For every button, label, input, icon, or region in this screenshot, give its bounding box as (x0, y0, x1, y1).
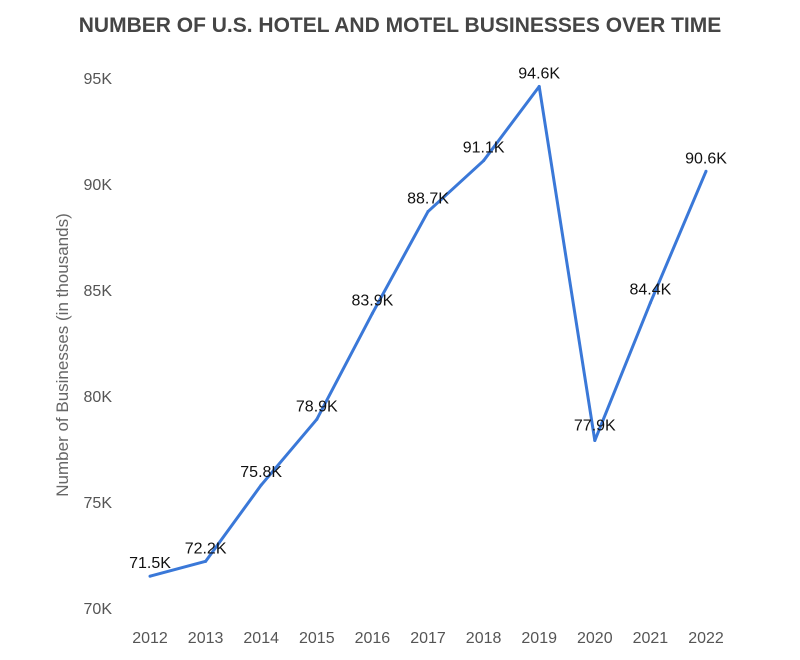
data-label: 83.9K (351, 292, 393, 309)
data-point (370, 311, 374, 315)
x-tick-label: 2019 (521, 630, 557, 647)
data-label: 94.6K (518, 65, 560, 82)
data-label: 84.4K (629, 282, 671, 299)
data-point (537, 84, 541, 88)
data-label: 71.5K (129, 555, 171, 572)
data-point (648, 301, 652, 305)
data-label: 75.8K (240, 464, 282, 481)
y-axis-label: Number of Businesses (in thousands) (53, 213, 72, 496)
y-tick-label: 80K (84, 389, 113, 406)
data-point (593, 439, 597, 443)
x-tick-label: 2012 (132, 630, 168, 647)
x-tick-label: 2020 (577, 630, 613, 647)
data-point (204, 559, 208, 563)
chart-title: NUMBER OF U.S. HOTEL AND MOTEL BUSINESSE… (78, 14, 722, 37)
data-label: 78.9K (296, 398, 338, 415)
x-tick-label: 2013 (188, 630, 224, 647)
y-tick-label: 95K (84, 71, 113, 88)
x-tick-label: 2014 (243, 630, 279, 647)
x-tick-label: 2015 (299, 630, 335, 647)
y-tick-label: 70K (84, 601, 113, 618)
x-tick-label: 2022 (688, 630, 724, 647)
x-tick-label: 2017 (410, 630, 446, 647)
x-tick-label: 2016 (355, 630, 391, 647)
x-tick-label: 2021 (633, 630, 669, 647)
y-tick-label: 85K (84, 283, 113, 300)
y-tick-label: 90K (84, 177, 113, 194)
data-point (148, 574, 152, 578)
data-point (426, 210, 430, 214)
data-point (315, 417, 319, 421)
data-point (482, 159, 486, 163)
data-label: 88.7K (407, 191, 449, 208)
series-line (149, 84, 708, 578)
data-label: 72.2K (185, 540, 227, 557)
data-label: 91.1K (463, 140, 505, 157)
data-point (704, 169, 708, 173)
x-tick-label: 2018 (466, 630, 502, 647)
data-point (259, 483, 263, 487)
y-tick-label: 75K (84, 495, 113, 512)
data-label: 77.9K (574, 418, 616, 435)
data-label: 90.6K (685, 150, 727, 167)
